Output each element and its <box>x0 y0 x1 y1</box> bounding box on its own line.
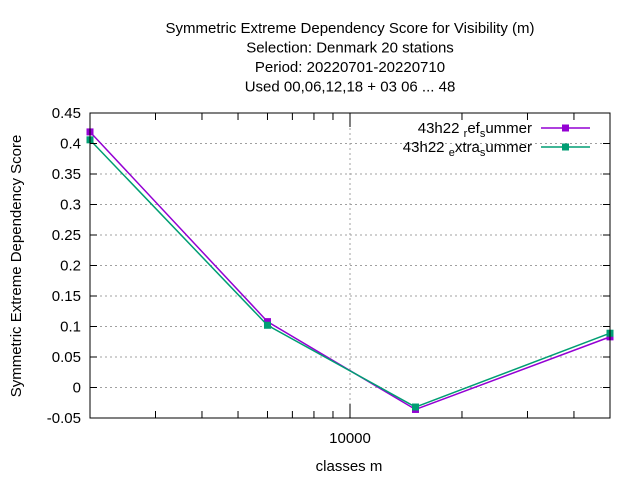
legend-label-part: s <box>480 128 486 140</box>
title-line: Selection: Denmark 20 stations <box>246 40 454 57</box>
y-axis-label: Symmetric Extreme Dependency Score <box>8 135 25 398</box>
y-tick-label: 0.2 <box>60 258 81 275</box>
legend-label: 43h22 extrasummer <box>403 139 532 159</box>
chart-title: Symmetric Extreme Dependency Score for V… <box>166 20 535 96</box>
y-tick-label: -0.05 <box>47 410 81 427</box>
y-tick-label: 0.35 <box>52 166 81 183</box>
legend-label-part: ummer <box>485 120 532 137</box>
legend-label: 43h22 refsummer <box>418 120 532 140</box>
data-point <box>412 403 420 411</box>
legend-label-part: e <box>449 147 455 159</box>
y-tick-label: 0.4 <box>60 136 81 153</box>
y-tick-label: 0.15 <box>52 288 81 305</box>
legend-label-part: ef <box>467 120 480 137</box>
x-tick-label: 10000 <box>329 430 371 447</box>
x-axis-label: classes m <box>316 458 383 475</box>
legend-label-part: r <box>464 128 468 140</box>
legend-swatch-marker <box>562 143 569 151</box>
title-line: Used 00,06,12,18 + 03 06 ... 48 <box>245 79 456 96</box>
series-line <box>89 139 611 408</box>
legend-label-part: xtra <box>455 139 481 156</box>
y-tick-label: 0.1 <box>60 319 81 336</box>
y-axis-ticks: -0.05 0 0.05 0.1 0.15 0.2 0.25 0.3 0.35 0.4 0.45 <box>47 105 610 427</box>
legend-label-part: s <box>480 147 486 159</box>
grid-lines <box>90 113 610 418</box>
legend-label-part: 43h22 <box>403 139 449 156</box>
data-point <box>263 318 271 326</box>
y-tick-label: 0.05 <box>52 349 81 366</box>
legend-label-part: ummer <box>485 139 532 156</box>
y-tick-label: 0 <box>73 380 81 397</box>
data-point <box>263 321 271 329</box>
legend-label-part: 43h22 <box>418 120 464 137</box>
legend-swatch-marker <box>562 124 569 132</box>
x-axis-ticks: 10000 <box>155 113 575 447</box>
y-tick-label: 0.25 <box>52 227 81 244</box>
title-line: Period: 20220701-20220710 <box>255 59 445 76</box>
series-layer <box>86 128 614 413</box>
y-tick-label: 0.45 <box>52 105 81 122</box>
title-line: Symmetric Extreme Dependency Score for V… <box>166 20 535 37</box>
y-tick-label: 0.3 <box>60 197 81 214</box>
